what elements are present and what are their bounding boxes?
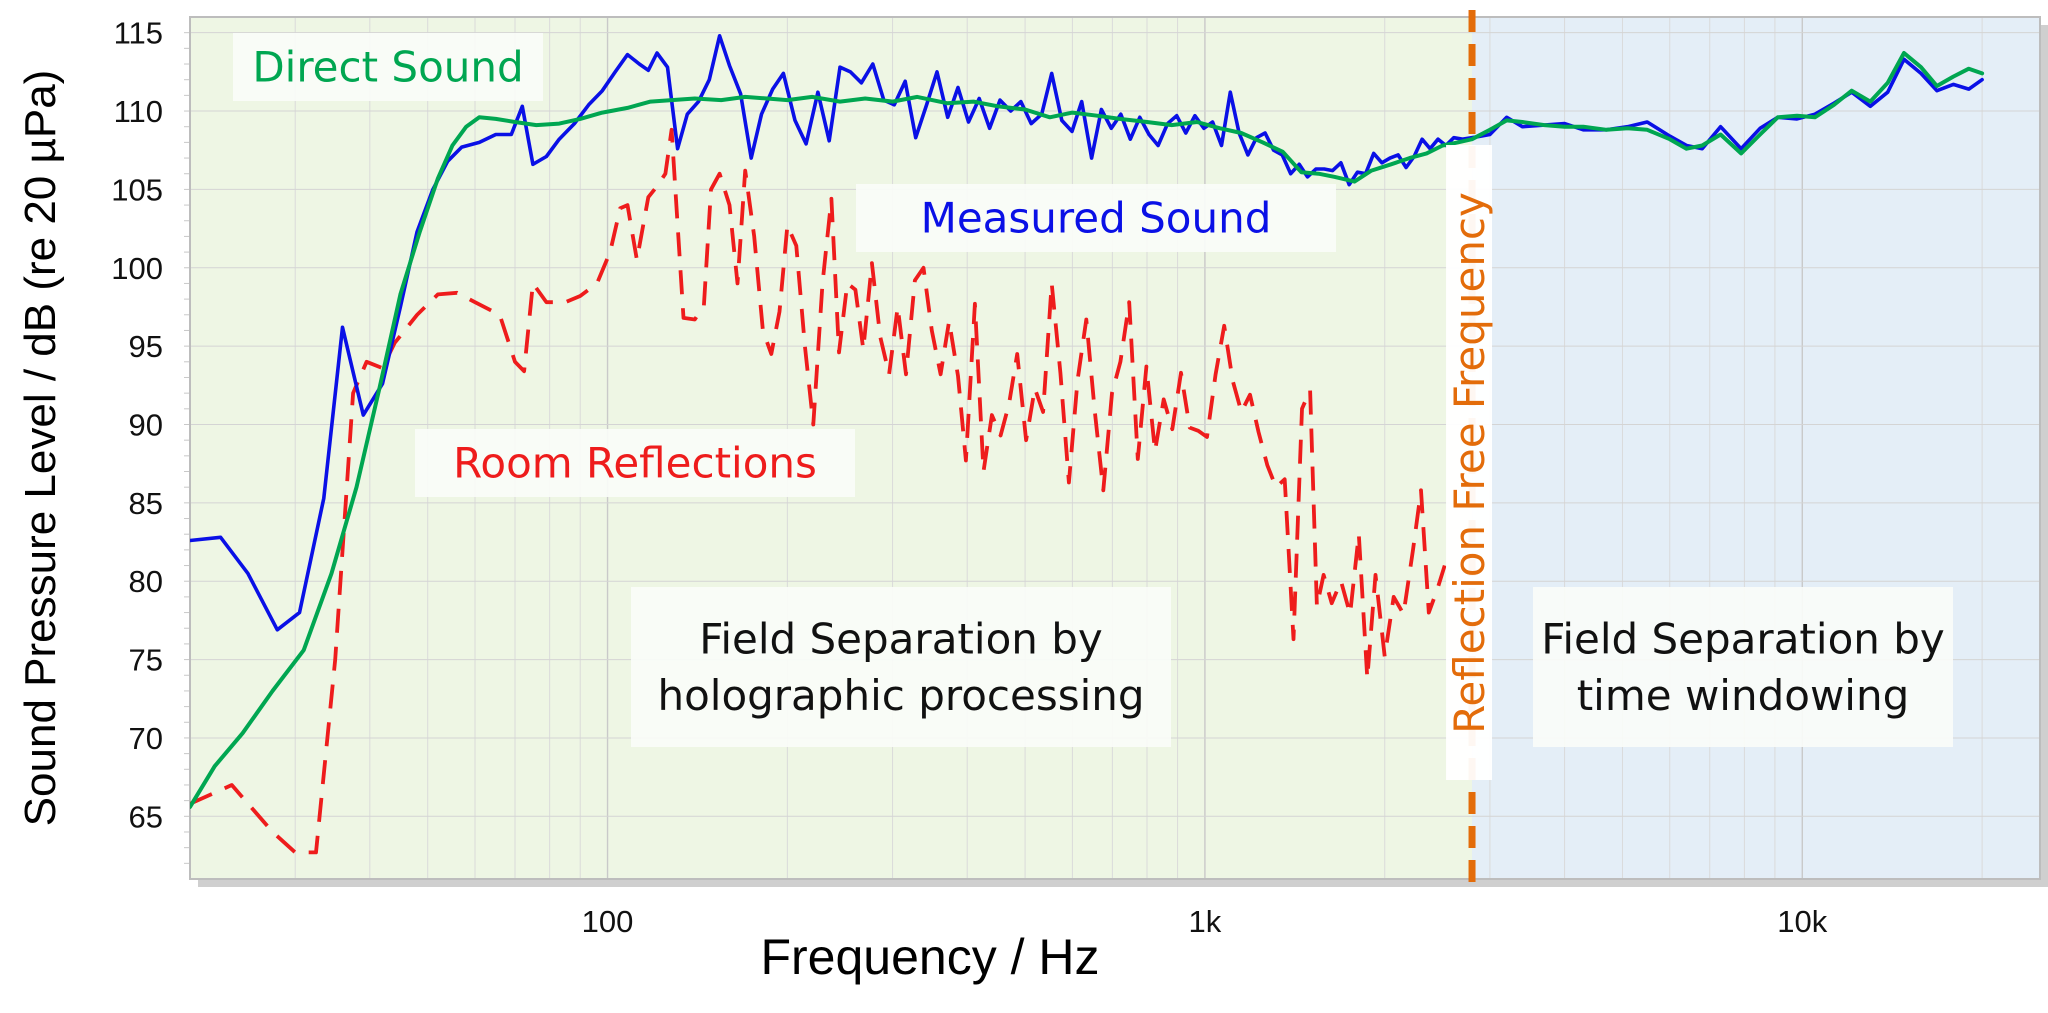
x-tick-labels: 100 1k 10k [582, 904, 1828, 939]
boundary-label-box [1446, 145, 1493, 780]
y-tick-label: 80 [129, 564, 163, 599]
series-layer [190, 34, 1985, 855]
y-tick-label: 115 [114, 16, 163, 51]
y-tick-labels: 65 70 75 80 85 90 95 100 105 110 115 [111, 16, 163, 835]
direct-sound-label: Direct Sound [252, 43, 523, 92]
time-windowing-region-label-line-1: Field Separation by [1541, 614, 1945, 663]
holographic-region-label-box [631, 587, 1171, 747]
time-windowing-region-label-box [1533, 587, 1953, 747]
room-reflections-line [190, 127, 1447, 855]
y-tick-label: 75 [129, 643, 163, 678]
x-tick-label: 1k [1189, 904, 1222, 939]
x-tick-label: 100 [582, 904, 634, 939]
y-tick-label: 100 [111, 251, 163, 286]
y-tick-label: 85 [129, 486, 163, 521]
y-tick-label: 65 [129, 799, 163, 834]
measured-sound-label-box [856, 184, 1336, 252]
room-reflections-label: Room Reflections [453, 439, 817, 488]
region-1 [1472, 17, 2040, 879]
direct-sound-label-box [233, 33, 543, 101]
holographic-region-label-line-1: Field Separation by [699, 614, 1103, 663]
direct-sound-line [190, 51, 1985, 809]
holographic-region-label-line-2: holographic processing [657, 671, 1144, 720]
annotation-layer: Direct Sound Measured Sound Room Reflectio… [233, 33, 1953, 780]
y-tick-label: 90 [129, 407, 163, 442]
y-tick-label: 70 [129, 721, 163, 756]
time-windowing-region-label-line-2: time windowing [1577, 671, 1910, 720]
x-tick-label: 10k [1777, 904, 1827, 939]
plot-frame [189, 16, 2041, 880]
x-axis-title: Frequency / Hz [760, 929, 1099, 985]
room-reflections-label-box [415, 429, 855, 497]
y-tick-label: 95 [129, 329, 163, 364]
y-axis-title: Sound Pressure Level / dB (re 20 µPa) [16, 70, 65, 827]
measured-sound-label: Measured Sound [921, 194, 1272, 243]
boundary-label: Reflection Free Frequency [1445, 192, 1494, 734]
y-tick-label: 110 [114, 94, 163, 129]
y-tick-label: 105 [111, 172, 163, 207]
